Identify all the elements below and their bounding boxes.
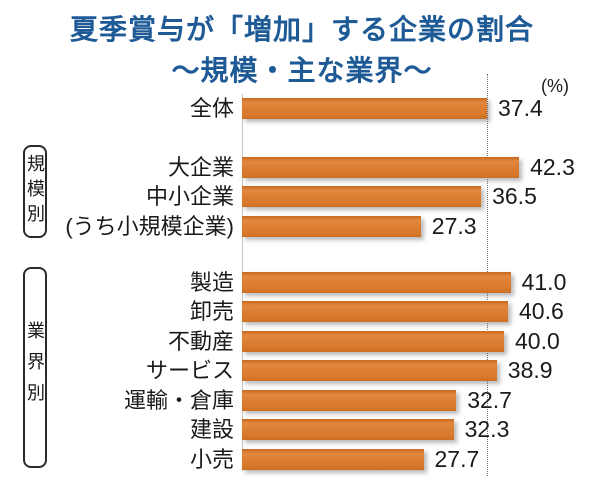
bar-row-zentai: 全体 37.4 [0,94,604,123]
bar [242,360,497,381]
group-label-scale: 規模別 [25,154,45,229]
bar-value: 41.0 [521,269,567,295]
group-bracket-scale: 規模別 [23,145,47,238]
bar-row-unyu-soko: 運輸・倉庫 32.7 [0,386,604,415]
bar-label: 大企業 [167,154,234,180]
bar-value: 27.7 [434,446,480,472]
chart-title: 夏季賞与が「増加」する企業の割合 [69,14,534,45]
bar-label: サービス [145,357,234,383]
bar-label: (うち小規模企業) [65,213,234,239]
chart-subtitle: ～規模・主な業界～ [171,55,433,86]
bar-value: 38.9 [507,357,553,383]
bar-label: 不動産 [167,328,234,354]
bar [242,301,508,322]
bar-row-kensetsu: 建設 32.3 [0,415,604,444]
bar-value: 42.3 [530,154,575,180]
bar [242,157,520,178]
bar [242,98,487,119]
bar-label: 中小企業 [145,183,234,209]
bar-value: 36.5 [492,183,537,209]
bar-value: 40.6 [519,298,564,324]
bar-value: 37.4 [498,95,543,121]
bar-row-service: サービス 38.9 [0,356,604,385]
bar [242,331,504,352]
bar-value: 32.7 [467,387,512,413]
bar-label: 全体 [189,95,234,121]
bar-row-oroshiuri: 卸売 40.6 [0,297,604,326]
bar-row-shokibo: (うち小規模企業) 27.3 [0,212,604,241]
bar-label: 運輸・倉庫 [123,387,234,413]
bar [242,419,454,440]
group-label-industry: 業界別 [25,321,45,414]
bar [242,449,424,470]
bar-value: 40.0 [515,328,560,354]
bar-row-chusho: 中小企業 36.5 [0,182,604,211]
bar-row-fudosan: 不動産 40.0 [0,327,604,356]
bar-label: 卸売 [189,298,234,324]
bar [242,216,421,237]
bar-label: 建設 [189,416,234,442]
bar-row-kouri: 小売 27.7 [0,445,604,474]
bar-value: 32.3 [464,416,510,442]
bar [242,390,457,411]
group-bracket-industry: 業界別 [23,267,47,468]
bar-label: 製造 [189,269,234,295]
bar-label: 小売 [189,446,234,472]
bar [242,186,482,207]
bar-row-daikigyo: 大企業 42.3 [0,153,604,182]
bar-value: 27.3 [431,213,477,239]
bar [242,272,511,293]
bar-row-seizo: 製造 41.0 [0,268,604,297]
percent-unit-label: (%) [541,76,569,96]
